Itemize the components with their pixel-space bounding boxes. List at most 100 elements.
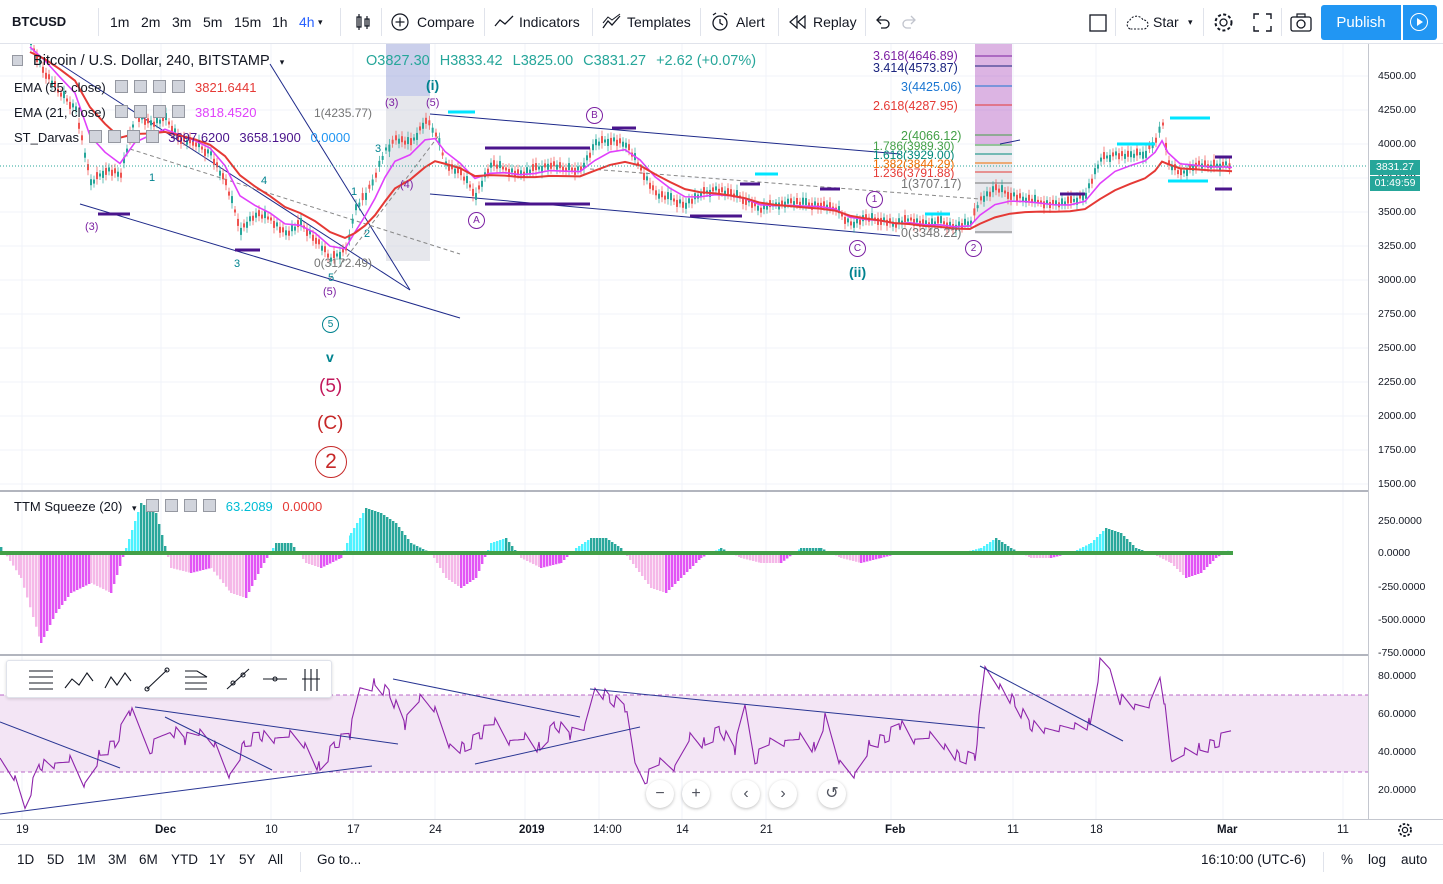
symbol-search[interactable]: BTCUSD [12, 14, 67, 29]
chart-canvas[interactable] [0, 44, 1368, 820]
visibility-icon[interactable] [146, 499, 160, 512]
interval-5m[interactable]: 5m [203, 14, 223, 30]
gear-icon[interactable] [1213, 12, 1234, 33]
chevron-down-icon[interactable]: ▾ [132, 503, 137, 513]
close-icon[interactable] [172, 105, 186, 118]
range-1y[interactable]: 1Y [209, 852, 226, 867]
ttm-histogram-bar [182, 553, 185, 571]
candle-body [117, 171, 119, 177]
candles-icon[interactable] [354, 13, 372, 31]
range-ytd[interactable]: YTD [171, 852, 198, 867]
horizontal-line-icon[interactable] [263, 676, 287, 682]
reset-chart-button[interactable]: ↺ [818, 780, 846, 808]
cloud-icon[interactable] [1124, 15, 1150, 31]
ttm-histogram-bar [58, 553, 61, 609]
range-1m[interactable]: 1M [77, 852, 96, 867]
interval-3m[interactable]: 3m [172, 14, 192, 30]
range-5d[interactable]: 5D [47, 852, 65, 867]
range-3m[interactable]: 3M [108, 852, 127, 867]
collapse-icon[interactable] [12, 55, 23, 66]
alert-button[interactable]: Alert [736, 14, 765, 30]
replay-button[interactable]: Replay [813, 14, 857, 30]
publish-menu-button[interactable] [1403, 5, 1437, 40]
add-icon[interactable] [184, 499, 198, 512]
add-icon[interactable] [153, 105, 167, 118]
candle-body [1158, 126, 1161, 133]
lines-menu-icon[interactable] [29, 670, 53, 690]
interval-2m[interactable]: 2m [141, 14, 161, 30]
trend-line-icon[interactable] [144, 667, 170, 692]
close-icon[interactable] [172, 80, 186, 93]
close-icon[interactable] [145, 130, 159, 143]
add-icon[interactable] [126, 130, 140, 143]
settings-icon[interactable] [165, 499, 179, 512]
chevron-down-icon[interactable]: ▾ [279, 57, 285, 67]
compare-button[interactable]: Compare [417, 14, 475, 30]
interval-15m[interactable]: 15m [234, 14, 262, 30]
candle-body [448, 164, 450, 171]
indicators-button[interactable]: Indicators [519, 14, 580, 30]
candle-body [318, 239, 320, 245]
candle-body [1001, 185, 1003, 193]
log-toggle[interactable]: log [1368, 852, 1387, 867]
auto-toggle[interactable]: auto [1401, 852, 1428, 867]
gear-icon[interactable] [1397, 822, 1413, 838]
timezone-clock[interactable]: 16:10:00 (UTC-6) [1201, 852, 1307, 867]
settings-icon[interactable] [107, 130, 121, 143]
indicators-icon[interactable] [494, 14, 514, 30]
abcd-pattern-icon[interactable] [104, 672, 132, 689]
ttm-histogram-bar [260, 553, 263, 568]
add-icon[interactable] [153, 80, 167, 93]
interval-1h[interactable]: 1h [272, 14, 288, 30]
rewind-icon[interactable] [789, 15, 807, 29]
range-1d[interactable]: 1D [17, 852, 35, 867]
publish-button[interactable]: Publish [1321, 5, 1401, 40]
ttm-label[interactable]: TTM Squeeze (20) [14, 499, 123, 514]
camera-icon[interactable] [1290, 13, 1312, 32]
ttm-histogram-bar [340, 553, 343, 558]
go-to-button[interactable]: Go to... [317, 852, 362, 867]
range-6m[interactable]: 6M [139, 852, 158, 867]
star-button[interactable]: Star [1153, 14, 1179, 30]
scroll-right-button[interactable]: › [769, 780, 797, 808]
chevron-down-icon[interactable]: ▾ [318, 17, 323, 27]
interval-4h[interactable]: 4h [299, 14, 315, 30]
candle-body [544, 163, 546, 168]
zoom-out-button[interactable]: − [646, 780, 674, 808]
visibility-icon[interactable] [115, 105, 129, 118]
pattern-icon[interactable] [64, 672, 94, 689]
candle-body [1019, 193, 1021, 199]
range-5y[interactable]: 5Y [239, 852, 256, 867]
candle-body [454, 168, 456, 174]
fullscreen-layout-icon[interactable] [1089, 14, 1107, 32]
visibility-icon[interactable] [88, 130, 102, 143]
vertical-lines-icon[interactable] [302, 669, 320, 691]
templates-icon[interactable] [602, 13, 622, 31]
darvas-label[interactable]: ST_Darvas [14, 130, 80, 145]
settings-icon[interactable] [134, 105, 148, 118]
close-icon[interactable] [203, 499, 217, 512]
fib-icon[interactable] [185, 670, 208, 690]
redo-icon[interactable] [902, 15, 918, 29]
candle-body [1213, 159, 1215, 167]
fullscreen-icon[interactable] [1253, 13, 1272, 32]
scroll-left-button[interactable]: ‹ [732, 780, 760, 808]
chevron-down-icon[interactable]: ▾ [1188, 17, 1193, 27]
range-all[interactable]: All [268, 852, 284, 867]
candle-body [847, 218, 849, 223]
zoom-in-button[interactable]: + [682, 780, 710, 808]
alarm-clock-icon[interactable] [710, 12, 730, 32]
visibility-icon[interactable] [115, 80, 129, 93]
symbol-title[interactable]: Bitcoin / U.S. Dollar, 240, BITSTAMP [33, 53, 270, 69]
undo-icon[interactable] [874, 15, 890, 29]
ray-icon[interactable] [226, 668, 250, 690]
ema21-label[interactable]: EMA (21, close) [14, 105, 106, 120]
settings-icon[interactable] [134, 80, 148, 93]
interval-1m[interactable]: 1m [110, 14, 130, 30]
templates-button[interactable]: Templates [627, 14, 691, 30]
ttm-histogram-bar [76, 553, 79, 590]
percent-toggle[interactable]: % [1341, 852, 1354, 867]
plus-circle-icon[interactable] [391, 13, 409, 31]
rsi-tick-label: 60.0000 [1378, 708, 1416, 720]
ema55-label[interactable]: EMA (55, close) [14, 80, 106, 95]
